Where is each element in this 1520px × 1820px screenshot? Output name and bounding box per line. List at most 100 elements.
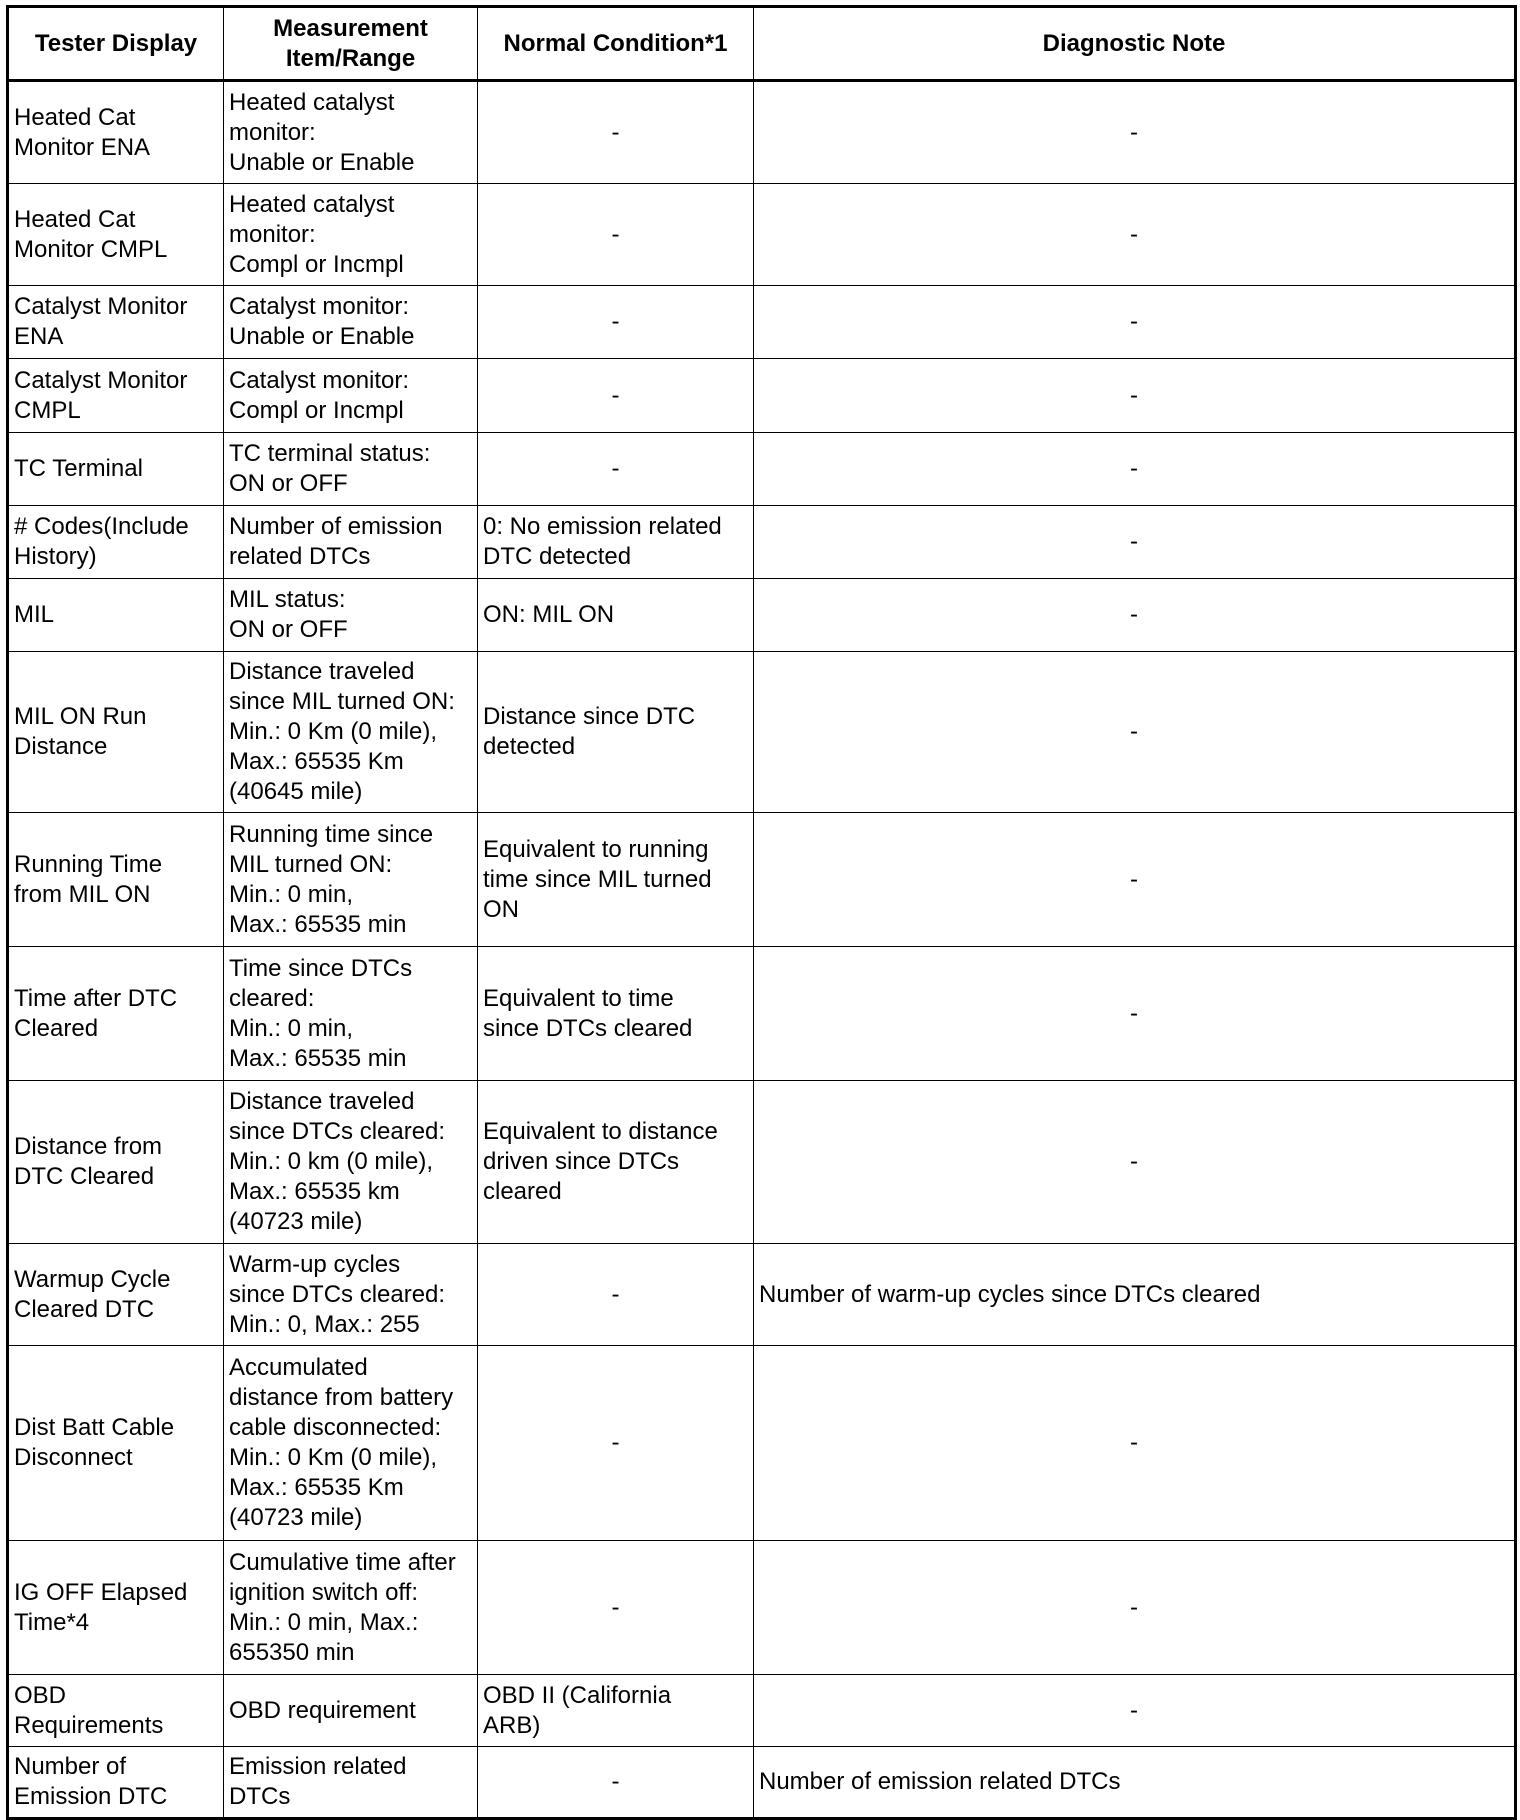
cell-line: monitor: bbox=[229, 220, 316, 248]
cell-line: Running time since bbox=[229, 820, 434, 848]
cell-line: - bbox=[1130, 308, 1138, 335]
cell-line: Distance traveled bbox=[229, 658, 415, 685]
table-row: MIL MIL status: ON or OFF ON: MIL ON - bbox=[7, 578, 1516, 652]
table-row: Heated Cat Monitor CMPL Heated catalyst mon… bbox=[7, 183, 1516, 286]
measurement-range-cell: Catalyst monitor: Compl or Incmpl bbox=[223, 358, 478, 433]
cell-line: IG OFF Elapsed bbox=[14, 1578, 188, 1606]
cell-line: Min.: 0 km (0 mile), bbox=[229, 1148, 434, 1175]
tester-display-cell: Running Time from MIL ON bbox=[7, 812, 224, 947]
cell-line: - bbox=[1130, 1696, 1138, 1724]
normal-condition-cell: Equivalent to time since DTCs cleared bbox=[477, 946, 754, 1081]
table-row: Warmup Cycle Cleared DTC Warm-up cycles sin… bbox=[7, 1243, 1516, 1346]
cell-line: Running Time bbox=[14, 850, 163, 878]
diagnostic-note-cell: - bbox=[753, 1080, 1516, 1244]
cell-line: cleared bbox=[483, 1178, 562, 1205]
cell-line: OBD bbox=[14, 1681, 67, 1709]
tester-display-cell: # Codes(Include History) bbox=[7, 505, 224, 579]
cell-line: cable disconnected: bbox=[229, 1414, 442, 1441]
table-row: Number of Emission DTC Emission related DTC… bbox=[7, 1746, 1516, 1819]
diagnostic-note-cell: - bbox=[753, 651, 1516, 813]
diagnostic-note-cell: - bbox=[753, 285, 1516, 359]
cell-line: Heated catalyst bbox=[229, 190, 395, 218]
cell-line: Max.: 65535 min bbox=[229, 1044, 407, 1072]
tester-display-cell: Catalyst Monitor ENA bbox=[7, 285, 224, 359]
measurement-range-cell: Distance traveled since DTCs cleared: Min.… bbox=[223, 1080, 478, 1244]
cell-line: driven since DTCs bbox=[483, 1148, 680, 1175]
normal-condition-cell: Equivalent to distance driven since DTCs c… bbox=[477, 1080, 754, 1244]
cell-line: Warm-up cycles bbox=[229, 1250, 401, 1278]
cell-line: # Codes(Include bbox=[14, 513, 189, 540]
cell-line: Compl or Incmpl bbox=[229, 396, 404, 424]
cell-line: - bbox=[611, 1593, 620, 1621]
cell-line: ARB) bbox=[483, 1711, 541, 1739]
cell-line: time since MIL turned bbox=[483, 865, 712, 893]
cell-line: Equivalent to distance bbox=[483, 1118, 718, 1145]
table-row: Dist Batt Cable Disconnect Accumulated dist… bbox=[7, 1345, 1516, 1541]
cell-line: detected bbox=[483, 733, 576, 760]
cell-line: ON or OFF bbox=[229, 616, 348, 643]
cell-line: MIL status: bbox=[229, 586, 346, 613]
header-measurement-range: Measurement Item/Range bbox=[223, 6, 478, 82]
cell-line: Compl or Incmpl bbox=[229, 250, 404, 278]
cell-line: (40723 mile) bbox=[229, 1504, 363, 1531]
normal-condition-cell: - bbox=[477, 285, 754, 359]
data-list-table: Tester Display Measurement Item/Range No… bbox=[6, 5, 1517, 1820]
cell-line: Distance traveled bbox=[229, 1088, 415, 1115]
table-row: MIL ON Run Distance Distance traveled since… bbox=[7, 651, 1516, 813]
tester-display-cell: MIL bbox=[7, 578, 224, 652]
measurement-range-cell: Distance traveled since MIL turned ON: Min… bbox=[223, 651, 478, 813]
cell-line: Catalyst monitor: bbox=[229, 293, 410, 320]
cell-line: - bbox=[1130, 455, 1138, 482]
normal-condition-cell: - bbox=[477, 432, 754, 506]
diagnostic-note-cell: Number of emission related DTCs bbox=[753, 1746, 1516, 1819]
normal-condition-cell: - bbox=[477, 1243, 754, 1346]
table-row: Catalyst Monitor CMPL Catalyst monitor: Com… bbox=[7, 358, 1516, 433]
measurement-range-cell: Running time since MIL turned ON: Min.: 0 … bbox=[223, 812, 478, 947]
cell-line: - bbox=[611, 308, 620, 335]
normal-condition-cell: - bbox=[477, 358, 754, 433]
tester-display-cell: Number of Emission DTC bbox=[7, 1746, 224, 1819]
cell-line: - bbox=[1130, 528, 1138, 555]
cell-line: Min.: 0 min, bbox=[229, 880, 354, 908]
cell-line: - bbox=[611, 455, 620, 482]
diagnostic-note-cell: - bbox=[753, 505, 1516, 579]
header-normal-condition: Normal Condition*1 bbox=[477, 6, 754, 82]
normal-condition-cell: Equivalent to running time since MIL turn… bbox=[477, 812, 754, 947]
table-row: Heated Cat Monitor ENA Heated catalyst moni… bbox=[7, 80, 1516, 184]
normal-condition-cell: ON: MIL ON bbox=[477, 578, 754, 652]
cell-line: Min.: 0, Max.: 255 bbox=[229, 1310, 420, 1338]
cell-line: Time since DTCs bbox=[229, 954, 413, 982]
cell-line: - bbox=[611, 1280, 620, 1308]
cell-line: - bbox=[1130, 381, 1138, 409]
cell-line: TC terminal status: bbox=[229, 440, 431, 467]
cell-line: Warmup Cycle bbox=[14, 1265, 171, 1293]
cell-line: - bbox=[1130, 1148, 1138, 1175]
measurement-range-cell: TC terminal status: ON or OFF bbox=[223, 432, 478, 506]
cell-line: ON: MIL ON bbox=[483, 601, 615, 628]
diagnostic-note-cell: - bbox=[753, 358, 1516, 433]
table-row: Time after DTC Cleared Time since DTCs clea… bbox=[7, 946, 1516, 1081]
cell-line: Min.: 0 Km (0 mile), bbox=[229, 718, 438, 745]
cell-line: - bbox=[611, 220, 620, 248]
tester-display-cell: Heated Cat Monitor ENA bbox=[7, 80, 224, 184]
table-row: # Codes(Include History) Number of emissio… bbox=[7, 505, 1516, 579]
tester-display-cell: Warmup Cycle Cleared DTC bbox=[7, 1243, 224, 1346]
cell-line: Heated catalyst bbox=[229, 88, 395, 116]
cell-line: since DTCs cleared: bbox=[229, 1280, 446, 1308]
measurement-range-cell: Accumulated distance from battery cable di… bbox=[223, 1345, 478, 1541]
cell-line: Dist Batt Cable bbox=[14, 1414, 175, 1441]
cell-line: ON or OFF bbox=[229, 470, 348, 497]
cell-line: Number of emission related DTCs bbox=[759, 1768, 1121, 1795]
cell-line: distance from battery bbox=[229, 1384, 454, 1411]
cell-line: TC Terminal bbox=[14, 455, 143, 482]
cell-line: Requirements bbox=[14, 1711, 164, 1739]
diagnostic-note-cell: - bbox=[753, 432, 1516, 506]
measurement-range-cell: Warm-up cycles since DTCs cleared: Min.: 0… bbox=[223, 1243, 478, 1346]
cell-line: Distance bbox=[14, 733, 108, 760]
cell-line: - bbox=[1130, 718, 1138, 745]
normal-condition-cell: - bbox=[477, 80, 754, 184]
cell-line: Monitor ENA bbox=[14, 133, 151, 161]
cell-line: Number of emission bbox=[229, 513, 443, 540]
cell-line: - bbox=[1130, 118, 1138, 146]
cell-line: 0: No emission related bbox=[483, 513, 722, 540]
